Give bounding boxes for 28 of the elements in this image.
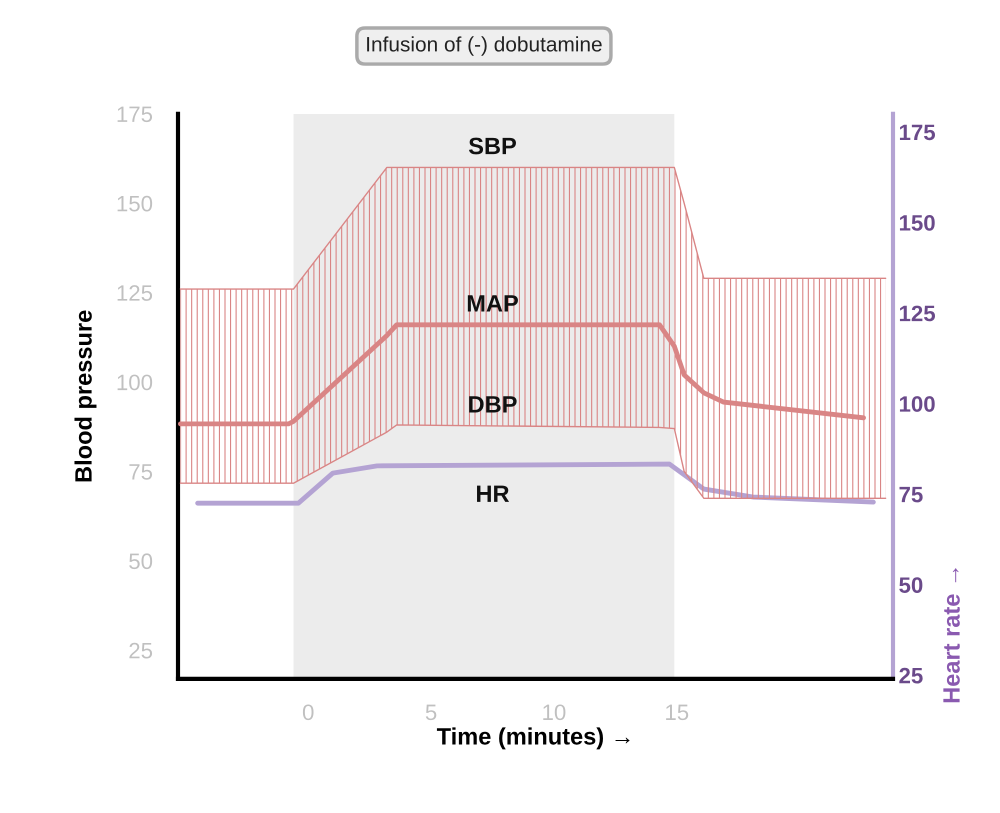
y2-tick-label: 100: [900, 396, 935, 412]
line-series: [178, 322, 866, 426]
series-label: HR: [477, 486, 510, 502]
y2-tick-label: 50: [899, 577, 922, 593]
y-tick-label: 125: [118, 285, 152, 301]
y2-tick-label: 75: [900, 486, 923, 502]
x-tick-label: 15: [666, 704, 688, 720]
y-tick-label: 150: [118, 196, 152, 212]
y2-tick-label: 25: [899, 668, 923, 684]
band-label: Infusion of (-) dobutamine: [367, 36, 602, 56]
y2-tick-label: 125: [900, 306, 936, 322]
y-tick-label: 25: [129, 642, 152, 659]
x-tick-label: 0: [302, 704, 314, 720]
x-tick-label: 10: [543, 704, 566, 720]
y-tick-label: 100: [118, 374, 152, 390]
y-tick-label: 75: [129, 464, 152, 480]
y-tick-label: 175: [118, 106, 152, 122]
y-tick-label: 50: [129, 553, 152, 570]
x-axis-title: Time (minutes) →: [436, 727, 630, 750]
series-label: MAP: [468, 295, 518, 312]
y-axis-title: Blood pressure: [74, 310, 96, 482]
y2-tick-label: 150: [900, 215, 935, 231]
x-tick-label: 5: [426, 704, 436, 720]
series-label: SBP: [468, 138, 516, 154]
y2-axis-title: Heart rate →: [943, 568, 960, 702]
series-label: DBP: [469, 396, 517, 413]
line-series: [180, 166, 886, 290]
y2-tick-label: 175: [900, 124, 936, 140]
